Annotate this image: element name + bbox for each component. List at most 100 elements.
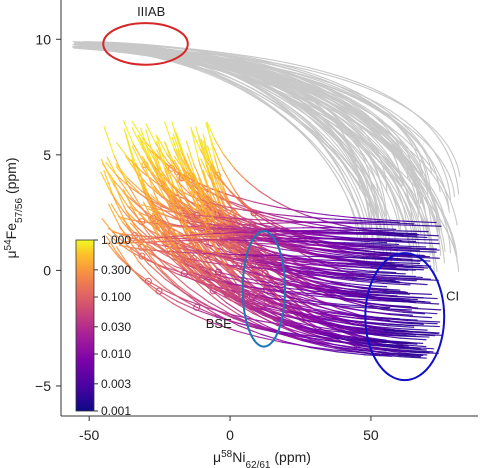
colored-mixing-curve-segment	[164, 278, 185, 294]
colored-mixing-curve-segment	[262, 274, 280, 285]
colored-mixing-curve-segment	[231, 314, 258, 321]
colored-mixing-curve-segment	[262, 233, 284, 236]
colored-mixing-curve-segment	[266, 284, 291, 290]
colored-mixing-curve-segment	[273, 222, 293, 224]
colored-mixing-curve-segment	[117, 178, 133, 199]
colored-mixing-curve-segment	[187, 258, 206, 263]
colored-mixing-curve-segment	[273, 215, 300, 223]
colored-mixing-curve-segment	[301, 267, 328, 271]
colored-mixing-curve-segment	[251, 283, 266, 297]
colored-mixing-curve-segment	[222, 169, 235, 191]
colored-mixing-curve-segment	[391, 232, 417, 235]
colored-mixing-curve-segment	[171, 257, 189, 267]
curve-marker	[266, 253, 274, 261]
colored-mixing-curve-segment	[208, 301, 232, 316]
colored-mixing-curve-segment	[182, 203, 193, 216]
colored-mixing-curve-segment	[131, 241, 147, 244]
colored-mixing-curve-segment	[106, 241, 120, 258]
colored-mixing-curve-segment	[295, 215, 316, 219]
colored-mixing-curve-segment	[343, 268, 371, 272]
colored-mixing-curve-segment	[173, 233, 184, 236]
colored-mixing-curve-segment	[400, 322, 424, 325]
colored-mixing-curve-segment	[260, 306, 285, 316]
colored-mixing-curve-segment	[317, 285, 338, 291]
colored-mixing-curve-segment	[215, 216, 237, 220]
colored-mixing-curve-segment	[305, 230, 334, 233]
colored-mixing-curve-segment	[265, 275, 292, 282]
colored-mixing-curve-segment	[298, 245, 320, 250]
colored-mixing-curve-segment	[393, 248, 421, 252]
colored-mixing-curve-segment	[182, 168, 195, 181]
colored-mixing-curve-segment	[307, 252, 336, 257]
colored-mixing-curve-segment	[212, 237, 230, 241]
colored-mixing-curve-segment	[302, 292, 332, 296]
colored-mixing-curve-segment	[140, 127, 152, 160]
colored-mixing-curve-segment	[348, 283, 369, 287]
colored-mixing-curve-segment	[142, 248, 159, 259]
colored-mixing-curve-segment	[177, 169, 192, 185]
colored-mixing-curve-segment	[335, 256, 363, 259]
curve-marker	[248, 293, 256, 301]
colored-mixing-curve-segment	[391, 354, 422, 357]
colored-mixing-curve-segment	[245, 281, 268, 287]
colored-mixing-curve-segment	[245, 179, 260, 192]
colored-mixing-curve-segment	[350, 342, 378, 346]
colored-mixing-curve-segment	[357, 329, 383, 334]
colored-mixing-curve-segment	[353, 346, 383, 351]
colored-mixing-curve-segment	[155, 235, 175, 239]
colored-mixing-curve-segment	[287, 276, 308, 285]
colored-mixing-curve-segment	[203, 147, 213, 165]
colored-mixing-curve-segment	[222, 253, 245, 256]
colored-mixing-curve-segment	[126, 239, 141, 243]
colored-mixing-curve-segment	[150, 274, 165, 289]
colorbar-gradient	[75, 239, 95, 412]
colored-mixing-curve-segment	[250, 259, 267, 269]
colored-mixing-curve-segment	[276, 259, 294, 262]
colored-mixing-curve-segment	[347, 252, 379, 256]
colored-mixing-curve-segment	[355, 249, 380, 253]
colored-mixing-curve-segment	[150, 172, 163, 190]
colored-mixing-curve-segment	[356, 222, 386, 226]
colored-mixing-curve-segment	[250, 286, 278, 291]
colored-mixing-curve-segment	[210, 163, 221, 180]
colored-mixing-curve-segment	[236, 219, 249, 225]
colored-mixing-curve-segment	[312, 325, 338, 331]
colored-mixing-curve-segment	[254, 275, 272, 282]
colored-mixing-curve-segment	[367, 333, 399, 337]
colored-mixing-curve-segment	[319, 249, 350, 254]
colored-mixing-curve-segment	[111, 231, 124, 235]
annotation-ellipse-bse	[241, 230, 286, 348]
colored-mixing-curve-segment	[390, 323, 415, 327]
colored-mixing-curve-segment	[225, 214, 238, 221]
colored-mixing-curve-segment	[363, 263, 384, 266]
colored-mixing-curve-segment	[148, 159, 160, 180]
colored-mixing-curve-segment	[309, 335, 337, 340]
colored-mixing-curve-segment	[154, 152, 166, 182]
colored-mixing-curve-segment	[193, 221, 211, 225]
colored-mixing-curve-segment	[234, 321, 257, 329]
colored-mixing-curve-segment	[333, 243, 360, 247]
colored-mixing-curve-segment	[259, 280, 284, 286]
colored-mixing-curve-segment	[140, 190, 159, 204]
colored-mixing-curve-segment	[196, 247, 206, 252]
colored-mixing-curve-segment	[161, 240, 181, 243]
colored-mixing-curve-segment	[214, 224, 229, 228]
colored-mixing-curve-segment	[157, 257, 176, 267]
colored-mixing-curve-segment	[402, 299, 426, 303]
colored-mixing-curve-segment	[198, 177, 207, 198]
colored-mixing-curve-segment	[330, 253, 355, 257]
colored-mixing-curve-segment	[311, 255, 338, 258]
colored-mixing-curve-segment	[189, 192, 199, 209]
colored-mixing-curve-segment	[369, 270, 397, 274]
colored-mixing-curve-segment	[282, 341, 310, 348]
colored-mixing-curve-segment	[169, 249, 180, 263]
colored-mixing-curve-segment	[138, 261, 152, 277]
colored-mixing-curve-segment	[355, 247, 383, 251]
colored-mixing-curve-segment	[410, 247, 438, 250]
colored-mixing-curve-segment	[203, 250, 215, 260]
colored-mixing-curve-segment	[243, 304, 261, 317]
colored-mixing-curve-segment	[385, 320, 412, 324]
curve-marker	[144, 277, 152, 285]
colored-mixing-curve-segment	[223, 254, 236, 258]
colored-mixing-curve-segment	[406, 319, 441, 323]
